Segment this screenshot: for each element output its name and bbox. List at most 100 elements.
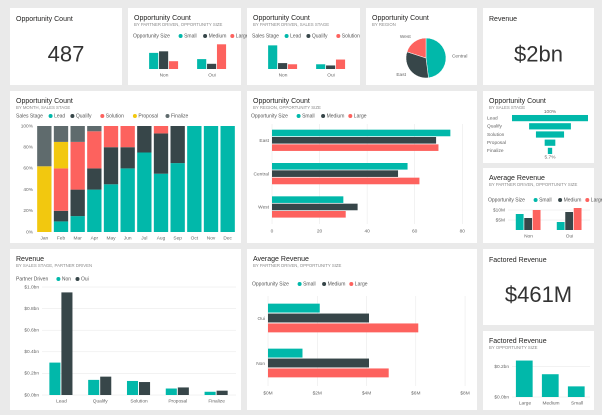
x-tick-label: Qualify — [93, 398, 109, 404]
bar — [268, 313, 369, 323]
tile — [247, 8, 360, 85]
legend-label: Oui — [81, 276, 89, 282]
bar-segment — [87, 189, 102, 232]
chart-title: Average Revenue — [253, 256, 309, 263]
bar — [272, 196, 344, 203]
chart-title: Opportunity Count — [134, 15, 191, 22]
y-tick-label: $0.2bn — [494, 364, 509, 370]
x-tick-label: 60 — [412, 228, 418, 234]
x-tick-label: 20 — [317, 228, 323, 234]
tile — [10, 249, 241, 410]
funnel-label: Proposal — [487, 140, 506, 146]
slice-label: Central — [452, 54, 467, 60]
legend-swatch — [56, 277, 61, 281]
chart-subtitle: BY PARTNER DRIVEN, OPPORTUNITY SIZE — [253, 263, 342, 268]
bar-segment — [153, 126, 169, 134]
x-tick-label: Oui — [566, 233, 573, 239]
funnel-label: Solution — [487, 132, 505, 138]
legend-swatch — [48, 114, 53, 118]
chart-title: Average Revenue — [489, 175, 545, 182]
y-tick-label: $0.6bn — [24, 327, 39, 333]
funnel-bar — [512, 114, 588, 122]
funnel-value-label: 5.7% — [545, 155, 557, 161]
bar — [272, 170, 399, 177]
bar — [207, 63, 217, 69]
bar-segment — [220, 126, 235, 232]
bar — [268, 368, 389, 378]
funnel-bar — [535, 131, 565, 138]
card-value: $2bn — [514, 42, 563, 67]
x-tick-label: $2M — [313, 390, 322, 396]
x-tick-label: $4M — [362, 390, 371, 396]
x-tick-label: Aug — [157, 235, 166, 241]
y-tick-label: 20% — [23, 208, 33, 214]
bar — [204, 391, 216, 395]
pie-slice — [405, 51, 429, 79]
bar — [268, 358, 369, 368]
funnel-label: Qualify — [487, 124, 503, 130]
bar-segment — [53, 126, 69, 142]
legend-swatch — [70, 114, 75, 118]
chart-title: Opportunity Count — [253, 15, 310, 22]
bar — [272, 177, 420, 185]
y-tick-label: $0.4bn — [24, 349, 39, 355]
bar-segment — [70, 126, 85, 142]
bar — [515, 360, 533, 397]
x-tick-label: Jun — [124, 235, 132, 241]
bar-segment — [53, 168, 69, 211]
legend-label: Solution — [106, 113, 124, 119]
bar — [268, 303, 320, 313]
bar-segment — [120, 126, 135, 148]
legend-title: Partner Driven — [16, 276, 48, 282]
pie-slice — [406, 37, 427, 59]
x-tick-label: May — [106, 235, 116, 241]
y-tick-label: $1.0bn — [24, 284, 39, 290]
bar — [165, 388, 177, 395]
legend-swatch — [558, 198, 563, 202]
x-tick-label: 0 — [271, 228, 274, 234]
legend-swatch — [349, 282, 354, 286]
bar — [515, 214, 524, 230]
y-tick-label: 80% — [23, 144, 33, 150]
legend-swatch — [165, 114, 170, 118]
legend-label: Small — [303, 281, 316, 287]
legend-swatch — [348, 114, 353, 118]
legend-swatch — [321, 114, 326, 118]
card-title: Opportunity Count — [16, 16, 73, 23]
legend-swatch — [585, 198, 590, 202]
chart-subtitle: BY REGION — [372, 22, 396, 27]
chart-subtitle: BY OPPORTUNITY SIZE — [489, 345, 538, 350]
bar-segment — [70, 216, 85, 232]
legend-swatch — [203, 34, 208, 38]
chart-subtitle: BY SALES STAGE — [489, 105, 525, 110]
bar — [159, 51, 169, 69]
legend-title: Opportunity Size — [252, 281, 289, 287]
legend-label: Large — [236, 33, 249, 39]
chart-title: Opportunity Count — [489, 98, 546, 105]
legend-label: Medium — [328, 281, 346, 287]
bar-segment — [37, 166, 52, 232]
bar — [565, 212, 574, 230]
x-tick-label: Jan — [40, 235, 48, 241]
y-tick-label: East — [259, 138, 269, 144]
y-tick-label: $5M — [496, 217, 505, 223]
bar — [272, 211, 346, 218]
bar-segment — [137, 152, 152, 232]
y-tick-label: $0.0bn — [494, 394, 509, 400]
y-tick-label: West — [258, 205, 270, 211]
bar-segment — [153, 133, 169, 174]
legend-label: Finalize — [171, 113, 188, 119]
legend-title: Sales Stage — [252, 33, 279, 39]
x-tick-label: $0M — [263, 390, 272, 396]
bar — [532, 210, 541, 230]
tile — [10, 8, 122, 85]
y-tick-label: $0.8bn — [24, 306, 39, 312]
x-tick-label: Solution — [130, 398, 148, 404]
bar-segment — [120, 168, 135, 232]
y-tick-label: 100% — [21, 123, 34, 129]
y-tick-label: $0.0bn — [24, 392, 39, 398]
pie-slice — [425, 37, 447, 79]
card-title: Factored Revenue — [489, 257, 547, 264]
bar — [149, 52, 159, 69]
chart-subtitle: BY PARTNER DRIVEN, OPPORTUNITY SIZE — [134, 22, 223, 27]
